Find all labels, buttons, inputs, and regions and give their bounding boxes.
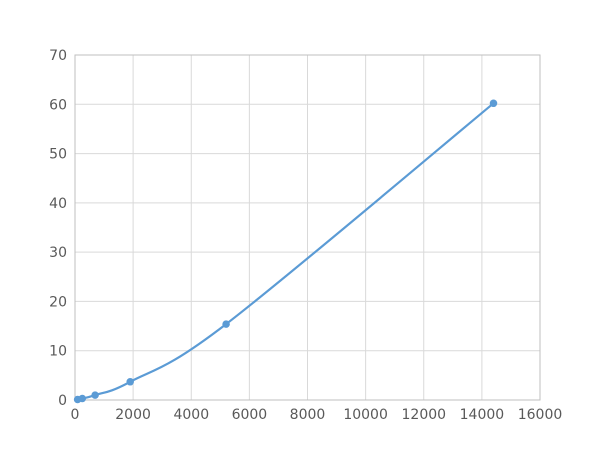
y-tick-label: 20	[49, 294, 67, 310]
x-tick-label: 8000	[290, 407, 326, 423]
x-tick-label: 12000	[402, 407, 447, 423]
x-tick-label: 2000	[115, 407, 151, 423]
y-tick-label: 60	[49, 97, 67, 113]
data-point-marker	[126, 378, 134, 386]
x-tick-label: 16000	[518, 407, 563, 423]
data-point-marker	[78, 394, 87, 403]
y-tick-label: 40	[49, 196, 67, 212]
y-tick-label: 0	[58, 393, 67, 409]
data-point-marker	[489, 99, 498, 108]
y-tick-label: 70	[49, 48, 67, 64]
y-tick-label: 10	[49, 344, 67, 360]
x-tick-label: 14000	[460, 407, 505, 423]
data-point-marker	[222, 320, 230, 328]
x-tick-label: 0	[71, 407, 80, 423]
y-tick-label: 30	[49, 245, 67, 261]
plot-border	[74, 54, 541, 401]
y-tick-label: 50	[49, 147, 67, 163]
x-tick-label: 4000	[173, 407, 209, 423]
data-point-marker	[91, 391, 99, 399]
x-tick-label: 10000	[343, 407, 388, 423]
x-tick-label: 6000	[232, 407, 268, 423]
